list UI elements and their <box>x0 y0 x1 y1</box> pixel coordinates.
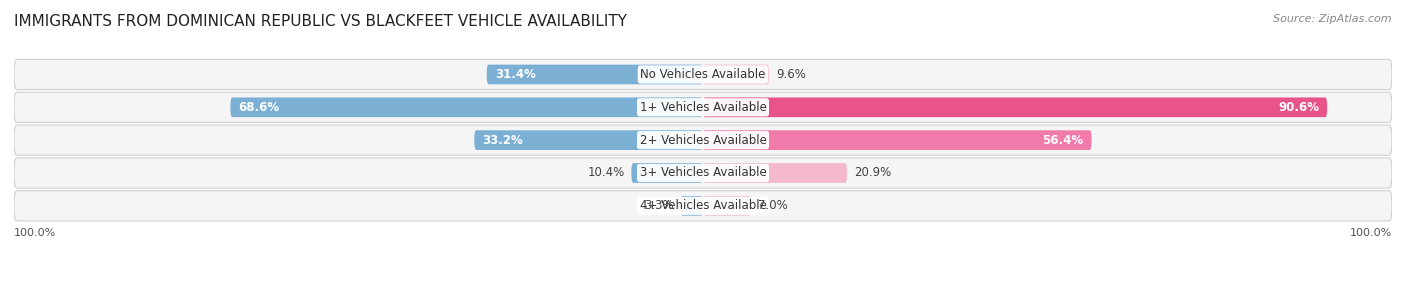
Text: 10.4%: 10.4% <box>588 166 624 180</box>
Text: 20.9%: 20.9% <box>853 166 891 180</box>
Text: 68.6%: 68.6% <box>239 101 280 114</box>
FancyBboxPatch shape <box>486 65 703 84</box>
Text: 90.6%: 90.6% <box>1278 101 1319 114</box>
FancyBboxPatch shape <box>231 98 703 117</box>
FancyBboxPatch shape <box>14 92 1392 122</box>
FancyBboxPatch shape <box>703 196 751 216</box>
FancyBboxPatch shape <box>474 130 703 150</box>
Text: 100.0%: 100.0% <box>1350 228 1392 238</box>
FancyBboxPatch shape <box>703 163 846 183</box>
Text: 3.3%: 3.3% <box>644 199 673 212</box>
FancyBboxPatch shape <box>681 196 703 216</box>
Text: 1+ Vehicles Available: 1+ Vehicles Available <box>640 101 766 114</box>
Text: Source: ZipAtlas.com: Source: ZipAtlas.com <box>1274 14 1392 24</box>
Text: 2+ Vehicles Available: 2+ Vehicles Available <box>640 134 766 147</box>
FancyBboxPatch shape <box>703 98 1327 117</box>
FancyBboxPatch shape <box>703 130 1091 150</box>
FancyBboxPatch shape <box>14 191 1392 221</box>
Text: No Vehicles Available: No Vehicles Available <box>640 68 766 81</box>
FancyBboxPatch shape <box>703 65 769 84</box>
FancyBboxPatch shape <box>14 125 1392 155</box>
Text: 56.4%: 56.4% <box>1042 134 1083 147</box>
Text: 4+ Vehicles Available: 4+ Vehicles Available <box>640 199 766 212</box>
FancyBboxPatch shape <box>14 59 1392 90</box>
Text: 100.0%: 100.0% <box>14 228 56 238</box>
Text: 31.4%: 31.4% <box>495 68 536 81</box>
Text: 9.6%: 9.6% <box>776 68 806 81</box>
Text: 33.2%: 33.2% <box>482 134 523 147</box>
FancyBboxPatch shape <box>631 163 703 183</box>
Text: IMMIGRANTS FROM DOMINICAN REPUBLIC VS BLACKFEET VEHICLE AVAILABILITY: IMMIGRANTS FROM DOMINICAN REPUBLIC VS BL… <box>14 14 627 29</box>
Text: 3+ Vehicles Available: 3+ Vehicles Available <box>640 166 766 180</box>
Text: 7.0%: 7.0% <box>758 199 787 212</box>
FancyBboxPatch shape <box>14 158 1392 188</box>
